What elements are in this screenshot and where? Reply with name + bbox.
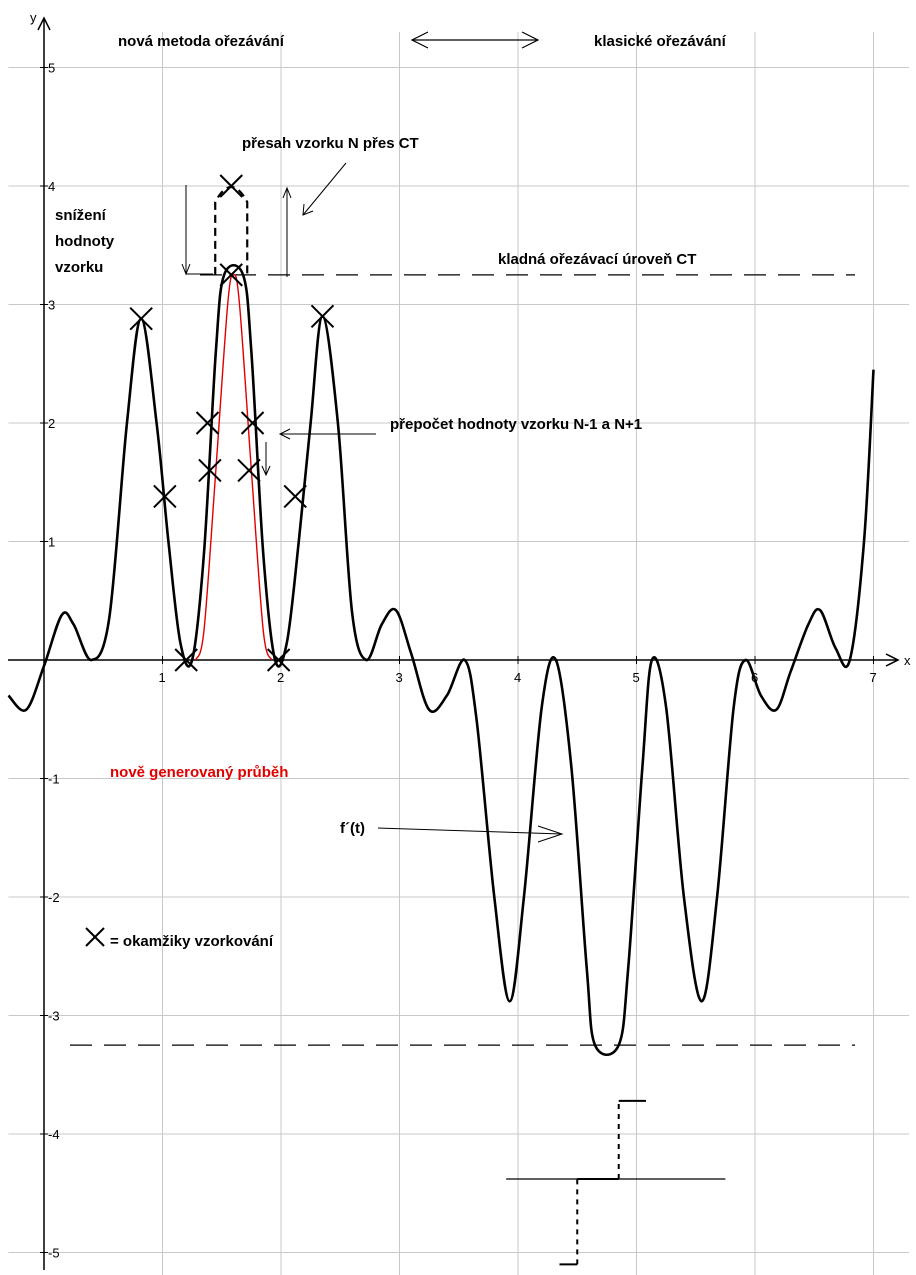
y-tick-label: 4 (48, 179, 55, 194)
x-axis-arrow (885, 653, 900, 667)
sample-marker-stroke (237, 458, 261, 483)
sample-marker (198, 458, 222, 483)
overshoot-original-peak (214, 185, 249, 275)
y-tick-label: -2 (48, 890, 60, 905)
x-tick-label: 3 (396, 670, 403, 685)
method-arrow-left-head (410, 31, 429, 49)
sample-marker (219, 174, 243, 198)
fprime-graph (506, 1099, 726, 1266)
sample-marker (219, 263, 243, 287)
sample-marker (129, 307, 153, 331)
y-axis-arrow (37, 16, 51, 31)
y-tick-label: 5 (48, 61, 55, 76)
x-tick-label: 5 (633, 670, 640, 685)
axes: x y (8, 10, 911, 1270)
label-fprime: f´(t) (340, 820, 365, 837)
sample-marker (237, 458, 261, 483)
x-tick-label: 2 (277, 670, 284, 685)
sample-marker (195, 411, 220, 435)
clip-level-lines (70, 274, 855, 1046)
clipped-waveform (7, 263, 875, 1057)
grid-lines (8, 31, 910, 1275)
y-tick-label: -3 (48, 1009, 60, 1024)
sample-marker-stroke (266, 648, 291, 672)
sample-marker-stroke (129, 307, 153, 331)
y-axis-label: y (30, 10, 37, 25)
sample-marker-stroke (240, 411, 265, 435)
legend-sample-marker (85, 927, 105, 947)
label-reduce-line1: snížení (55, 207, 107, 224)
method-arrow-right-head (521, 31, 540, 49)
label-reduce-line2: hodnoty (55, 233, 115, 250)
x-tick-label: 1 (159, 670, 166, 685)
y-tick-label: 3 (48, 298, 55, 313)
recalc-arrow-head (278, 428, 291, 440)
sample-marker-stroke (283, 484, 307, 509)
sample-marker-stroke (219, 174, 243, 198)
sample-marker (240, 411, 265, 435)
overshoot-sample-path (214, 185, 249, 275)
sample-marker (266, 648, 291, 672)
label-new-waveform: nově generovaný průběh (110, 764, 288, 781)
sample-markers (129, 174, 335, 672)
fprime-arrow-head (537, 825, 564, 843)
y-tick-label: -5 (48, 1246, 60, 1261)
sample-marker-stroke (153, 484, 177, 509)
label-overshoot: přesah vzorku N přes CT (242, 135, 419, 152)
y-tick-label: 2 (48, 416, 55, 431)
label-new-method: nová metoda ořezávání (118, 33, 285, 50)
overshoot-arrow-head (282, 186, 292, 199)
sample-marker-stroke (195, 411, 220, 435)
recalc-down-arrow-head (261, 465, 271, 477)
fprime-arrow (377, 827, 563, 835)
label-recalc: přepočet hodnoty vzorku N-1 a N+1 (390, 416, 642, 433)
sample-marker-stroke (198, 458, 222, 483)
sample-marker (174, 648, 198, 672)
sample-marker (153, 484, 177, 509)
y-tick-label: 1 (48, 535, 55, 550)
overshoot-pointer-head (302, 203, 314, 216)
x-tick-label: 7 (870, 670, 877, 685)
sample-marker (283, 484, 307, 509)
new-generated-waveform (195, 274, 273, 661)
y-tick-label: -1 (48, 772, 60, 787)
label-classic: klasické ořezávání (594, 33, 727, 50)
waveforms (7, 263, 875, 1057)
sample-marker-stroke (219, 263, 243, 287)
label-clip-level: kladná ořezávací úroveň CT (498, 251, 696, 268)
x-axis-label: x (904, 653, 911, 668)
y-tick-label: -4 (48, 1127, 60, 1142)
label-sampling-legend: = okamžiky vzorkování (110, 933, 274, 950)
overshoot-pointer (302, 162, 347, 216)
sample-marker-stroke (174, 648, 198, 672)
sample-marker-stroke (310, 304, 335, 329)
sample-marker (310, 304, 335, 329)
annotations: nová metoda ořezávání klasické ořezávání… (55, 31, 727, 950)
x-tick-label: 4 (514, 670, 521, 685)
label-reduce-line3: vzorku (55, 259, 103, 276)
